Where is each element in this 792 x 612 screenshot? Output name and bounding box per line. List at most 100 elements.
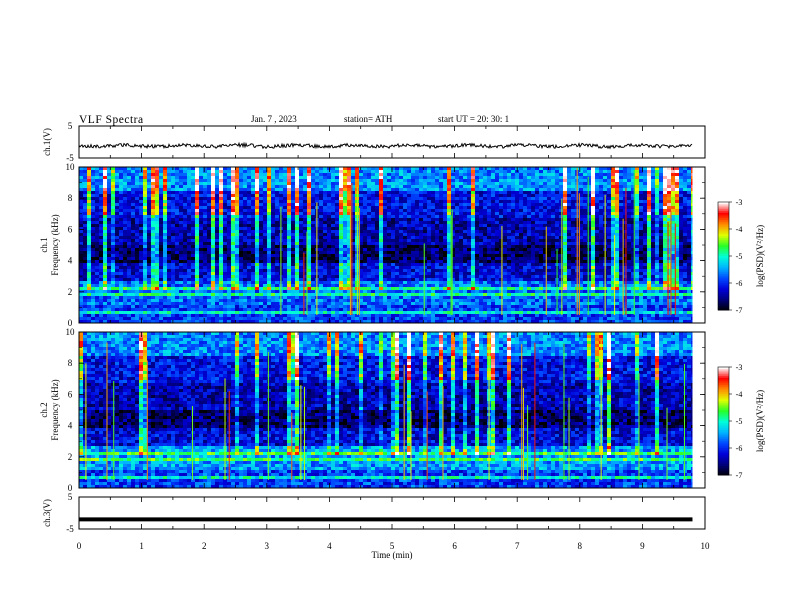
colorbar-swatch: [718, 203, 729, 207]
y-tick-label: -5: [66, 153, 74, 163]
colorbar-swatch: [718, 408, 729, 411]
colorbar-swatch: [718, 431, 729, 435]
chart-title: VLF Spectra: [79, 114, 144, 126]
colorbar-swatch: [718, 406, 729, 409]
colorbar-swatch: [718, 223, 729, 226]
colorbar-swatch: [718, 464, 729, 467]
start-ut-label: start UT = 20: 30: 1: [438, 114, 510, 124]
no-data-region: [692, 332, 705, 488]
colorbar-swatch: [718, 471, 729, 474]
ch2-spec-label: ch.2: [39, 402, 49, 417]
colorbar-swatch: [718, 254, 729, 257]
colorbar-swatch: [718, 370, 729, 373]
colorbar-swatch: [718, 422, 729, 426]
x-tick-label: 0: [77, 541, 82, 551]
colorbar-swatch: [718, 448, 729, 451]
x-tick-label: 1: [139, 541, 144, 551]
colorbar-swatch: [718, 388, 729, 391]
colorbar-swatch: [718, 248, 729, 252]
colorbar-swatch: [718, 397, 729, 400]
colorbar-swatch: [718, 256, 729, 259]
y-tick-label: 0: [68, 483, 73, 493]
colorbar-swatch: [718, 266, 729, 270]
colorbar-swatch: [718, 284, 729, 288]
colorbar-swatch: [718, 392, 729, 395]
colorbar-swatch: [718, 232, 729, 235]
colorbar-swatch: [718, 290, 729, 293]
colorbar-label: log(PSD)(V²/Hz): [755, 390, 765, 452]
ch2-frequency-label: Frequency (kHz): [50, 379, 60, 440]
colorbar: -7 -6 -5 -4 -3: [717, 198, 743, 315]
colorbar-swatch: [718, 372, 729, 375]
colorbar-swatch: [718, 457, 729, 460]
colorbar-swatch: [718, 433, 729, 436]
colorbar-swatch: [718, 268, 729, 271]
colorbar-label: log(PSD)(V²/Hz): [755, 225, 765, 287]
colorbar-swatch: [718, 413, 729, 417]
colorbar-swatch: [718, 381, 729, 384]
waveform-line: [78, 141, 693, 150]
x-tick-label: 2: [202, 541, 207, 551]
colorbar-swatch: [718, 274, 729, 277]
date-label: Jan. 7 , 2023: [251, 114, 297, 124]
colorbar-swatch: [718, 275, 729, 279]
x-tick-label: 10: [701, 541, 711, 551]
colorbar-swatch: [718, 394, 729, 397]
colorbar-swatch: [718, 399, 729, 402]
colorbar-swatch: [718, 295, 729, 298]
colorbar-swatch: [718, 421, 729, 424]
colorbar-swatch: [718, 252, 729, 255]
colorbar-swatch: [718, 281, 729, 284]
colorbar-swatch: [718, 469, 729, 472]
colorbar-swatch: [718, 466, 729, 469]
colorbar-swatch: [718, 462, 729, 465]
spectrogram-ch1-spectrogram: [79, 167, 705, 324]
colorbar-swatch: [718, 379, 729, 382]
colorbar-swatch: [718, 202, 729, 205]
colorbar-tick-label: -7: [736, 471, 743, 480]
colorbar-swatch: [718, 374, 729, 377]
colorbar-swatch: [718, 292, 729, 295]
colorbar-swatch: [718, 446, 729, 449]
colorbar-swatch: [718, 227, 729, 230]
colorbar-swatch: [718, 238, 729, 241]
colorbar-swatch: [718, 207, 729, 210]
colorbar-swatch: [718, 440, 729, 444]
y-tick-label: 4: [68, 421, 73, 431]
colorbar-swatch: [718, 270, 729, 273]
colorbar-swatch: [718, 460, 729, 463]
x-axis-label: Time (min): [372, 550, 413, 560]
colorbar-swatch: [718, 302, 729, 306]
colorbar-swatch: [718, 236, 729, 239]
y-tick-label: 6: [68, 389, 73, 399]
no-data-region: [692, 167, 705, 323]
ch1-axis-label: ch.1(V): [42, 128, 52, 156]
colorbar-swatch: [718, 216, 729, 219]
colorbar-swatch: [718, 376, 729, 379]
colorbar-swatch: [718, 386, 729, 390]
colorbar-swatch: [718, 230, 729, 234]
colorbar-swatch: [718, 286, 729, 289]
colorbar-swatch: [718, 209, 729, 212]
ch3-axis-label: ch.3(V): [42, 499, 52, 527]
colorbar-tick-label: -6: [736, 444, 743, 453]
y-tick-label: -5: [66, 524, 74, 534]
y-tick-label: 10: [66, 327, 76, 337]
colorbar-swatch: [718, 308, 729, 311]
colorbar-swatch: [718, 444, 729, 447]
colorbar-tick-label: -4: [736, 390, 743, 399]
colorbar-swatch: [718, 245, 729, 248]
colorbar-swatch: [718, 241, 729, 244]
colorbar-swatch: [718, 265, 729, 268]
colorbar-tick-label: -5: [736, 252, 743, 261]
colorbar-swatch: [718, 385, 729, 388]
colorbar-swatch: [718, 301, 729, 304]
y-tick-label: 0: [68, 318, 73, 328]
colorbar-swatch: [718, 250, 729, 253]
colorbar-swatch: [718, 395, 729, 399]
colorbar-tick-label: -5: [736, 417, 743, 426]
colorbar-swatch: [718, 259, 729, 262]
colorbar-swatch: [718, 430, 729, 433]
colorbar-swatch: [718, 383, 729, 386]
